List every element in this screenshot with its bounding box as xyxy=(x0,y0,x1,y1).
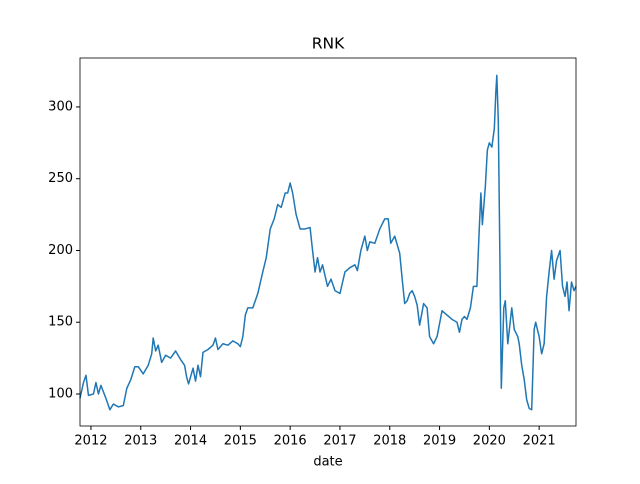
x-tick-label: 2013 xyxy=(124,434,157,449)
x-tick-label: 2015 xyxy=(224,434,257,449)
x-axis-label: date xyxy=(313,455,342,470)
x-tick-label: 2014 xyxy=(174,434,207,449)
x-tick-label: 2019 xyxy=(423,434,456,449)
x-tick-label: 2018 xyxy=(373,434,406,449)
line-series xyxy=(79,74,577,411)
y-tick-label: 100 xyxy=(48,386,73,401)
x-tick-label: 2012 xyxy=(74,434,107,449)
x-tick-label: 2021 xyxy=(523,434,556,449)
y-tick-label: 150 xyxy=(48,315,73,330)
x-tick-label: 2020 xyxy=(473,434,506,449)
plot-frame xyxy=(79,57,577,427)
chart-title: RNK xyxy=(312,35,345,53)
y-tick-label: 300 xyxy=(48,99,73,114)
y-tick-label: 200 xyxy=(48,243,73,258)
x-tick-label: 2017 xyxy=(323,434,356,449)
y-tick-label: 250 xyxy=(48,171,73,186)
x-tick-label: 2016 xyxy=(274,434,307,449)
